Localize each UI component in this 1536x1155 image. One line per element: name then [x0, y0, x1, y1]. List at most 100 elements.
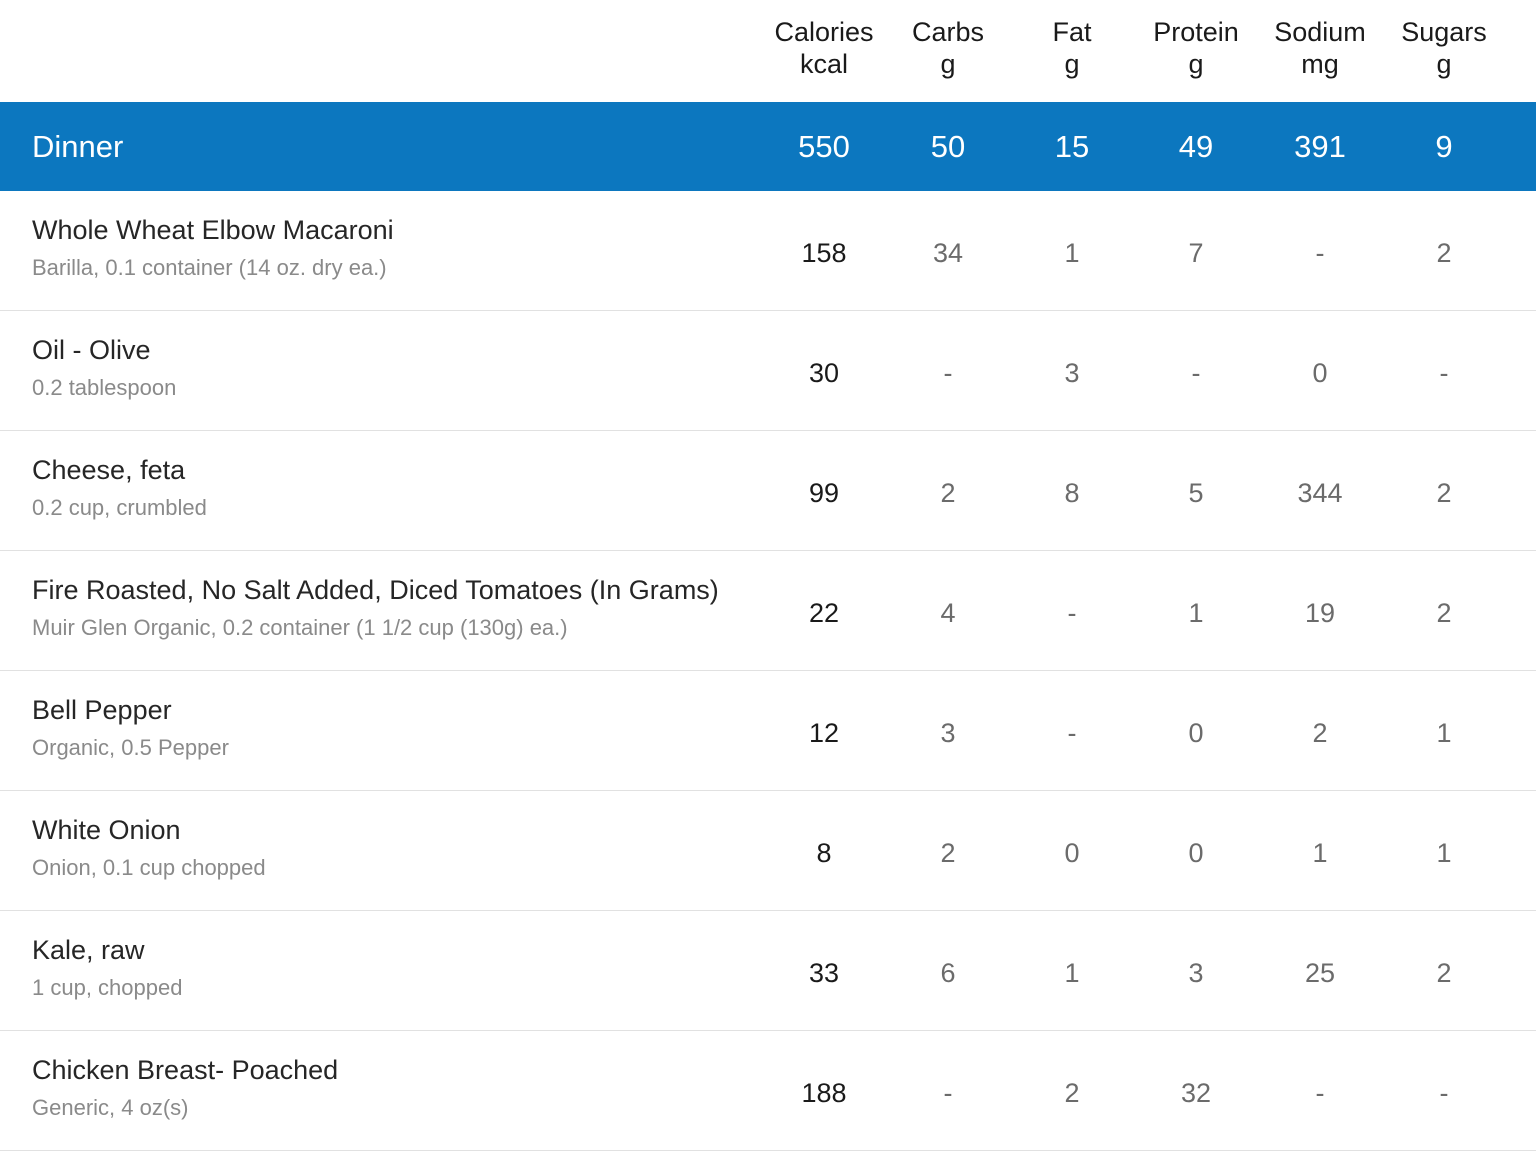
food-sugars: 2: [1436, 958, 1452, 988]
food-row[interactable]: Whole Wheat Elbow Macaroni Barilla, 0.1 …: [0, 191, 1536, 311]
column-header-carbs: Carbs g: [886, 16, 1010, 80]
food-calories: 30: [808, 358, 840, 388]
food-protein: 32: [1180, 1078, 1212, 1108]
column-header-label: Carbs: [911, 17, 985, 47]
food-description: Generic, 4 oz(s): [32, 1095, 189, 1120]
food-protein: 3: [1188, 958, 1204, 988]
food-carbs: 2: [940, 838, 956, 868]
food-fat: 3: [1064, 358, 1080, 388]
food-description: 0.2 cup, crumbled: [32, 495, 207, 520]
meal-summary-bar[interactable]: Dinner 550 50 15 49 391 9: [0, 102, 1536, 191]
food-sodium: -: [1315, 1078, 1325, 1108]
column-header-label: Sugars: [1401, 17, 1487, 47]
meal-total-carbs: 50: [930, 129, 966, 164]
column-header-protein: Protein g: [1134, 16, 1258, 80]
food-description: 0.2 tablespoon: [32, 375, 177, 400]
food-sodium: 344: [1297, 478, 1343, 508]
food-carbs: 6: [940, 958, 956, 988]
food-protein: 7: [1188, 238, 1204, 268]
food-carbs: 4: [940, 598, 956, 628]
food-row[interactable]: Kale, raw 1 cup, chopped 33 6 1 3 25 2: [0, 911, 1536, 1031]
food-name: Kale, raw: [32, 935, 145, 965]
food-calories: 12: [808, 718, 840, 748]
food-row[interactable]: Chicken Breast- Poached Generic, 4 oz(s)…: [0, 1031, 1536, 1151]
food-protein: 0: [1188, 838, 1204, 868]
meal-total-protein: 49: [1178, 129, 1214, 164]
food-sodium: 19: [1304, 598, 1336, 628]
food-row[interactable]: White Onion Onion, 0.1 cup chopped 8 2 0…: [0, 791, 1536, 911]
column-header-row: Calories kcal Carbs g Fat g Protein g So…: [0, 0, 1536, 102]
food-protein: 0: [1188, 718, 1204, 748]
meal-total-sugars: 9: [1435, 129, 1453, 164]
column-header-label: Fat: [1052, 17, 1092, 47]
food-name: White Onion: [32, 815, 181, 845]
meal-title: Dinner: [32, 129, 124, 164]
food-sodium: -: [1315, 238, 1325, 268]
food-fat: 2: [1064, 1078, 1080, 1108]
meal-total-fat: 15: [1054, 129, 1090, 164]
food-description: Organic, 0.5 Pepper: [32, 735, 229, 760]
column-header-unit: g: [940, 49, 956, 79]
food-sugars: 2: [1436, 598, 1452, 628]
column-header-calories: Calories kcal: [762, 16, 886, 80]
column-header-unit: mg: [1301, 49, 1339, 79]
food-calories: 99: [808, 478, 840, 508]
food-sugars: -: [1439, 358, 1449, 388]
column-header-unit: g: [1188, 49, 1204, 79]
column-header-label: Sodium: [1274, 17, 1366, 47]
column-header-label: Protein: [1153, 17, 1239, 47]
food-fat: -: [1067, 718, 1077, 748]
food-row[interactable]: Bell Pepper Organic, 0.5 Pepper 12 3 - 0…: [0, 671, 1536, 791]
column-header-unit: g: [1064, 49, 1080, 79]
food-calories: 33: [808, 958, 840, 988]
food-calories: 188: [801, 1078, 847, 1108]
food-protein: -: [1191, 358, 1201, 388]
food-name: Bell Pepper: [32, 695, 172, 725]
food-fat: 1: [1064, 238, 1080, 268]
food-carbs: 2: [940, 478, 956, 508]
food-sodium: 0: [1312, 358, 1328, 388]
column-header-unit: g: [1436, 49, 1452, 79]
food-name: Chicken Breast- Poached: [32, 1055, 339, 1085]
food-description: Onion, 0.1 cup chopped: [32, 855, 266, 880]
column-header-fat: Fat g: [1010, 16, 1134, 80]
food-fat: 1: [1064, 958, 1080, 988]
column-header-label: Calories: [774, 17, 874, 47]
meal-total-sodium: 391: [1294, 129, 1346, 164]
food-name: Oil - Olive: [32, 335, 151, 365]
column-header-sugars: Sugars g: [1382, 16, 1506, 80]
food-sugars: 1: [1436, 718, 1452, 748]
food-fat: 0: [1064, 838, 1080, 868]
food-carbs: -: [943, 1078, 953, 1108]
food-sugars: -: [1439, 1078, 1449, 1108]
food-row[interactable]: Oil - Olive 0.2 tablespoon 30 - 3 - 0 -: [0, 311, 1536, 431]
food-sodium: 1: [1312, 838, 1328, 868]
food-name: Cheese, feta: [32, 455, 186, 485]
food-name: Whole Wheat Elbow Macaroni: [32, 215, 394, 245]
food-sugars: 2: [1436, 478, 1452, 508]
meal-total-calories: 550: [798, 129, 850, 164]
food-description: 1 cup, chopped: [32, 975, 183, 1000]
food-sugars: 2: [1436, 238, 1452, 268]
food-carbs: 3: [940, 718, 956, 748]
food-description: Barilla, 0.1 container (14 oz. dry ea.): [32, 255, 387, 280]
food-row[interactable]: Fire Roasted, No Salt Added, Diced Tomat…: [0, 551, 1536, 671]
food-calories: 158: [801, 238, 847, 268]
food-list: Whole Wheat Elbow Macaroni Barilla, 0.1 …: [0, 191, 1536, 1151]
food-row[interactable]: Cheese, feta 0.2 cup, crumbled 99 2 8 5 …: [0, 431, 1536, 551]
column-header-unit: kcal: [799, 49, 848, 79]
food-sodium: 2: [1312, 718, 1328, 748]
food-protein: 1: [1188, 598, 1204, 628]
food-protein: 5: [1188, 478, 1204, 508]
food-fat: -: [1067, 598, 1077, 628]
column-header-sodium: Sodium mg: [1258, 16, 1382, 80]
food-sugars: 1: [1436, 838, 1452, 868]
food-fat: 8: [1064, 478, 1080, 508]
food-sodium: 25: [1304, 958, 1336, 988]
food-name: Fire Roasted, No Salt Added, Diced Tomat…: [32, 575, 719, 605]
food-carbs: -: [943, 358, 953, 388]
food-description: Muir Glen Organic, 0.2 container (1 1/2 …: [32, 615, 568, 640]
food-carbs: 34: [932, 238, 964, 268]
food-calories: 22: [808, 598, 840, 628]
food-calories: 8: [816, 838, 832, 868]
